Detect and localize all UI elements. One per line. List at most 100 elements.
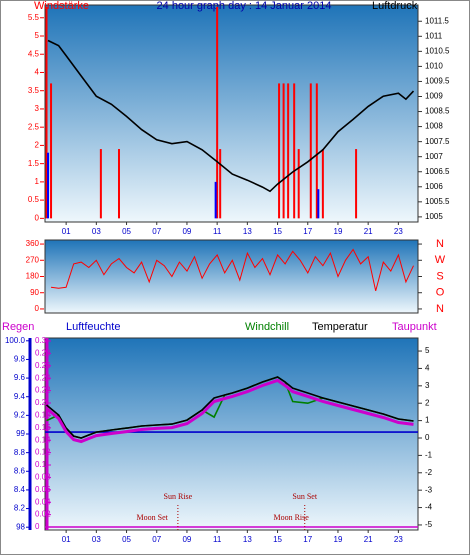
y-tick-label: 8.6 (14, 466, 26, 475)
x-tick-label: 23 (394, 227, 403, 236)
y-tick-label: 100.0 (5, 336, 26, 345)
x-tick-label: 21 (364, 227, 373, 236)
x-tick-label: 11 (213, 535, 222, 544)
y2-tick-label: 1005 (425, 212, 443, 221)
y2-tick-label: N (436, 303, 444, 315)
wind-bar (47, 152, 50, 219)
wind-bar (50, 83, 53, 219)
series-line (45, 376, 414, 439)
x-tick-label: 01 (62, 535, 71, 544)
y2-tick-label: 1011 (425, 31, 443, 40)
wind-bar (355, 149, 358, 219)
legend-entry: Taupunkt (392, 321, 437, 333)
wind-bar (216, 6, 219, 219)
y-tick-label: 0 (35, 304, 40, 313)
y-tick-label: 4.5 (28, 49, 40, 58)
wind-bar (282, 83, 285, 219)
rain-tick-label: 0.22 (35, 386, 51, 395)
legend-entry: Windchill (245, 321, 289, 333)
series-line (50, 248, 414, 292)
wind-bar (214, 181, 217, 219)
rain-tick-label: 0.28 (35, 348, 51, 357)
y-tick-label: 0 (35, 213, 40, 222)
wind-bar (45, 6, 48, 219)
wind-bar (293, 83, 296, 219)
x-tick-label: 05 (122, 227, 131, 236)
x-tick-label: 13 (243, 535, 252, 544)
x-tick-label: 23 (394, 535, 403, 544)
y-tick-label: 3.5 (28, 86, 40, 95)
y-tick-label: 9.2 (14, 410, 26, 419)
y-tick-label: 5 (35, 31, 40, 40)
x-tick-label: 13 (243, 227, 252, 236)
y-tick-label: 2.5 (28, 122, 40, 131)
y-tick-label: 2 (35, 141, 40, 150)
wind-bar (117, 149, 120, 219)
y-tick-label: 5.5 (28, 13, 40, 22)
y-tick-label: 90 (30, 288, 39, 297)
series-line (47, 39, 415, 193)
rain-tick-label: 0.16 (35, 423, 51, 432)
rain-tick-label: 0.08 (35, 473, 51, 482)
x-tick-label: 19 (334, 227, 343, 236)
y2-tick-label: O (436, 287, 445, 299)
wind-bar (297, 149, 300, 219)
rain-tick-label: 0.26 (35, 361, 51, 370)
wind-bar (287, 83, 290, 219)
y-tick-label: 99 (16, 429, 25, 438)
rain-tick-label: 0.24 (35, 373, 51, 382)
y-tick-label: 8.4 (14, 485, 26, 494)
y2-tick-label: N (436, 238, 444, 250)
wind-bar (309, 83, 312, 219)
rain-tick-label: 0.02 (35, 510, 51, 519)
wind-bar (321, 149, 324, 219)
rain-tick-label: 0 (35, 522, 40, 531)
y-tick-label: 3 (35, 104, 40, 113)
y2-tick-label: S (436, 270, 443, 282)
y2-tick-label: 1005.5 (425, 197, 450, 206)
y-tick-label: 9.4 (14, 392, 26, 401)
y-tick-label: 98 (16, 522, 25, 531)
wind-bar (219, 149, 222, 219)
y2-tick-label: 1009 (425, 92, 443, 101)
rain-tick-label: 0.2 (35, 398, 47, 407)
y-tick-label: 9.8 (14, 355, 26, 364)
x-tick-label: 17 (303, 227, 312, 236)
x-tick-label: 07 (152, 227, 161, 236)
y2-tick-label: 1009.5 (425, 77, 450, 86)
plot-area (44, 239, 419, 314)
rain-tick-label: 0.3 (35, 336, 47, 345)
annotation: Sun Rise (164, 492, 193, 501)
x-tick-label: 03 (92, 227, 101, 236)
x-tick-label: 19 (334, 535, 343, 544)
x-tick-label: 07 (152, 535, 161, 544)
legend-entry: Regen (2, 321, 34, 333)
y2-tick-label: 1007 (425, 152, 443, 161)
y-tick-label: 180 (26, 272, 40, 281)
y-tick-label: 0.5 (28, 195, 40, 204)
axis-title: Luftdruck (372, 0, 418, 12)
x-tick-label: 09 (182, 227, 191, 236)
x-tick-label: 01 (62, 227, 71, 236)
y2-tick-label: 1006.5 (425, 167, 450, 176)
y2-tick-label: W (435, 254, 446, 266)
x-tick-label: 09 (182, 535, 191, 544)
y2-tick-label: 1 (425, 416, 430, 425)
axis-title: Windstärke (34, 0, 89, 12)
y2-tick-label: 1008 (425, 122, 443, 131)
y2-tick-label: -2 (425, 468, 433, 477)
y2-tick-label: 2 (425, 398, 430, 407)
rain-tick-label: 0.12 (35, 448, 51, 457)
wind-bar (317, 189, 320, 219)
y-tick-label: 9.6 (14, 373, 26, 382)
y-tick-label: 8.8 (14, 448, 26, 457)
y2-tick-label: 5 (425, 346, 430, 355)
y2-tick-label: 1010 (425, 62, 443, 71)
y2-tick-label: 1006 (425, 182, 443, 191)
y2-tick-label: 1007.5 (425, 137, 450, 146)
y2-tick-label: -5 (425, 520, 433, 529)
y-tick-label: 4 (35, 68, 40, 77)
y-tick-label: 360 (26, 239, 40, 248)
x-tick-label: 11 (213, 227, 222, 236)
x-tick-label: 15 (273, 227, 282, 236)
